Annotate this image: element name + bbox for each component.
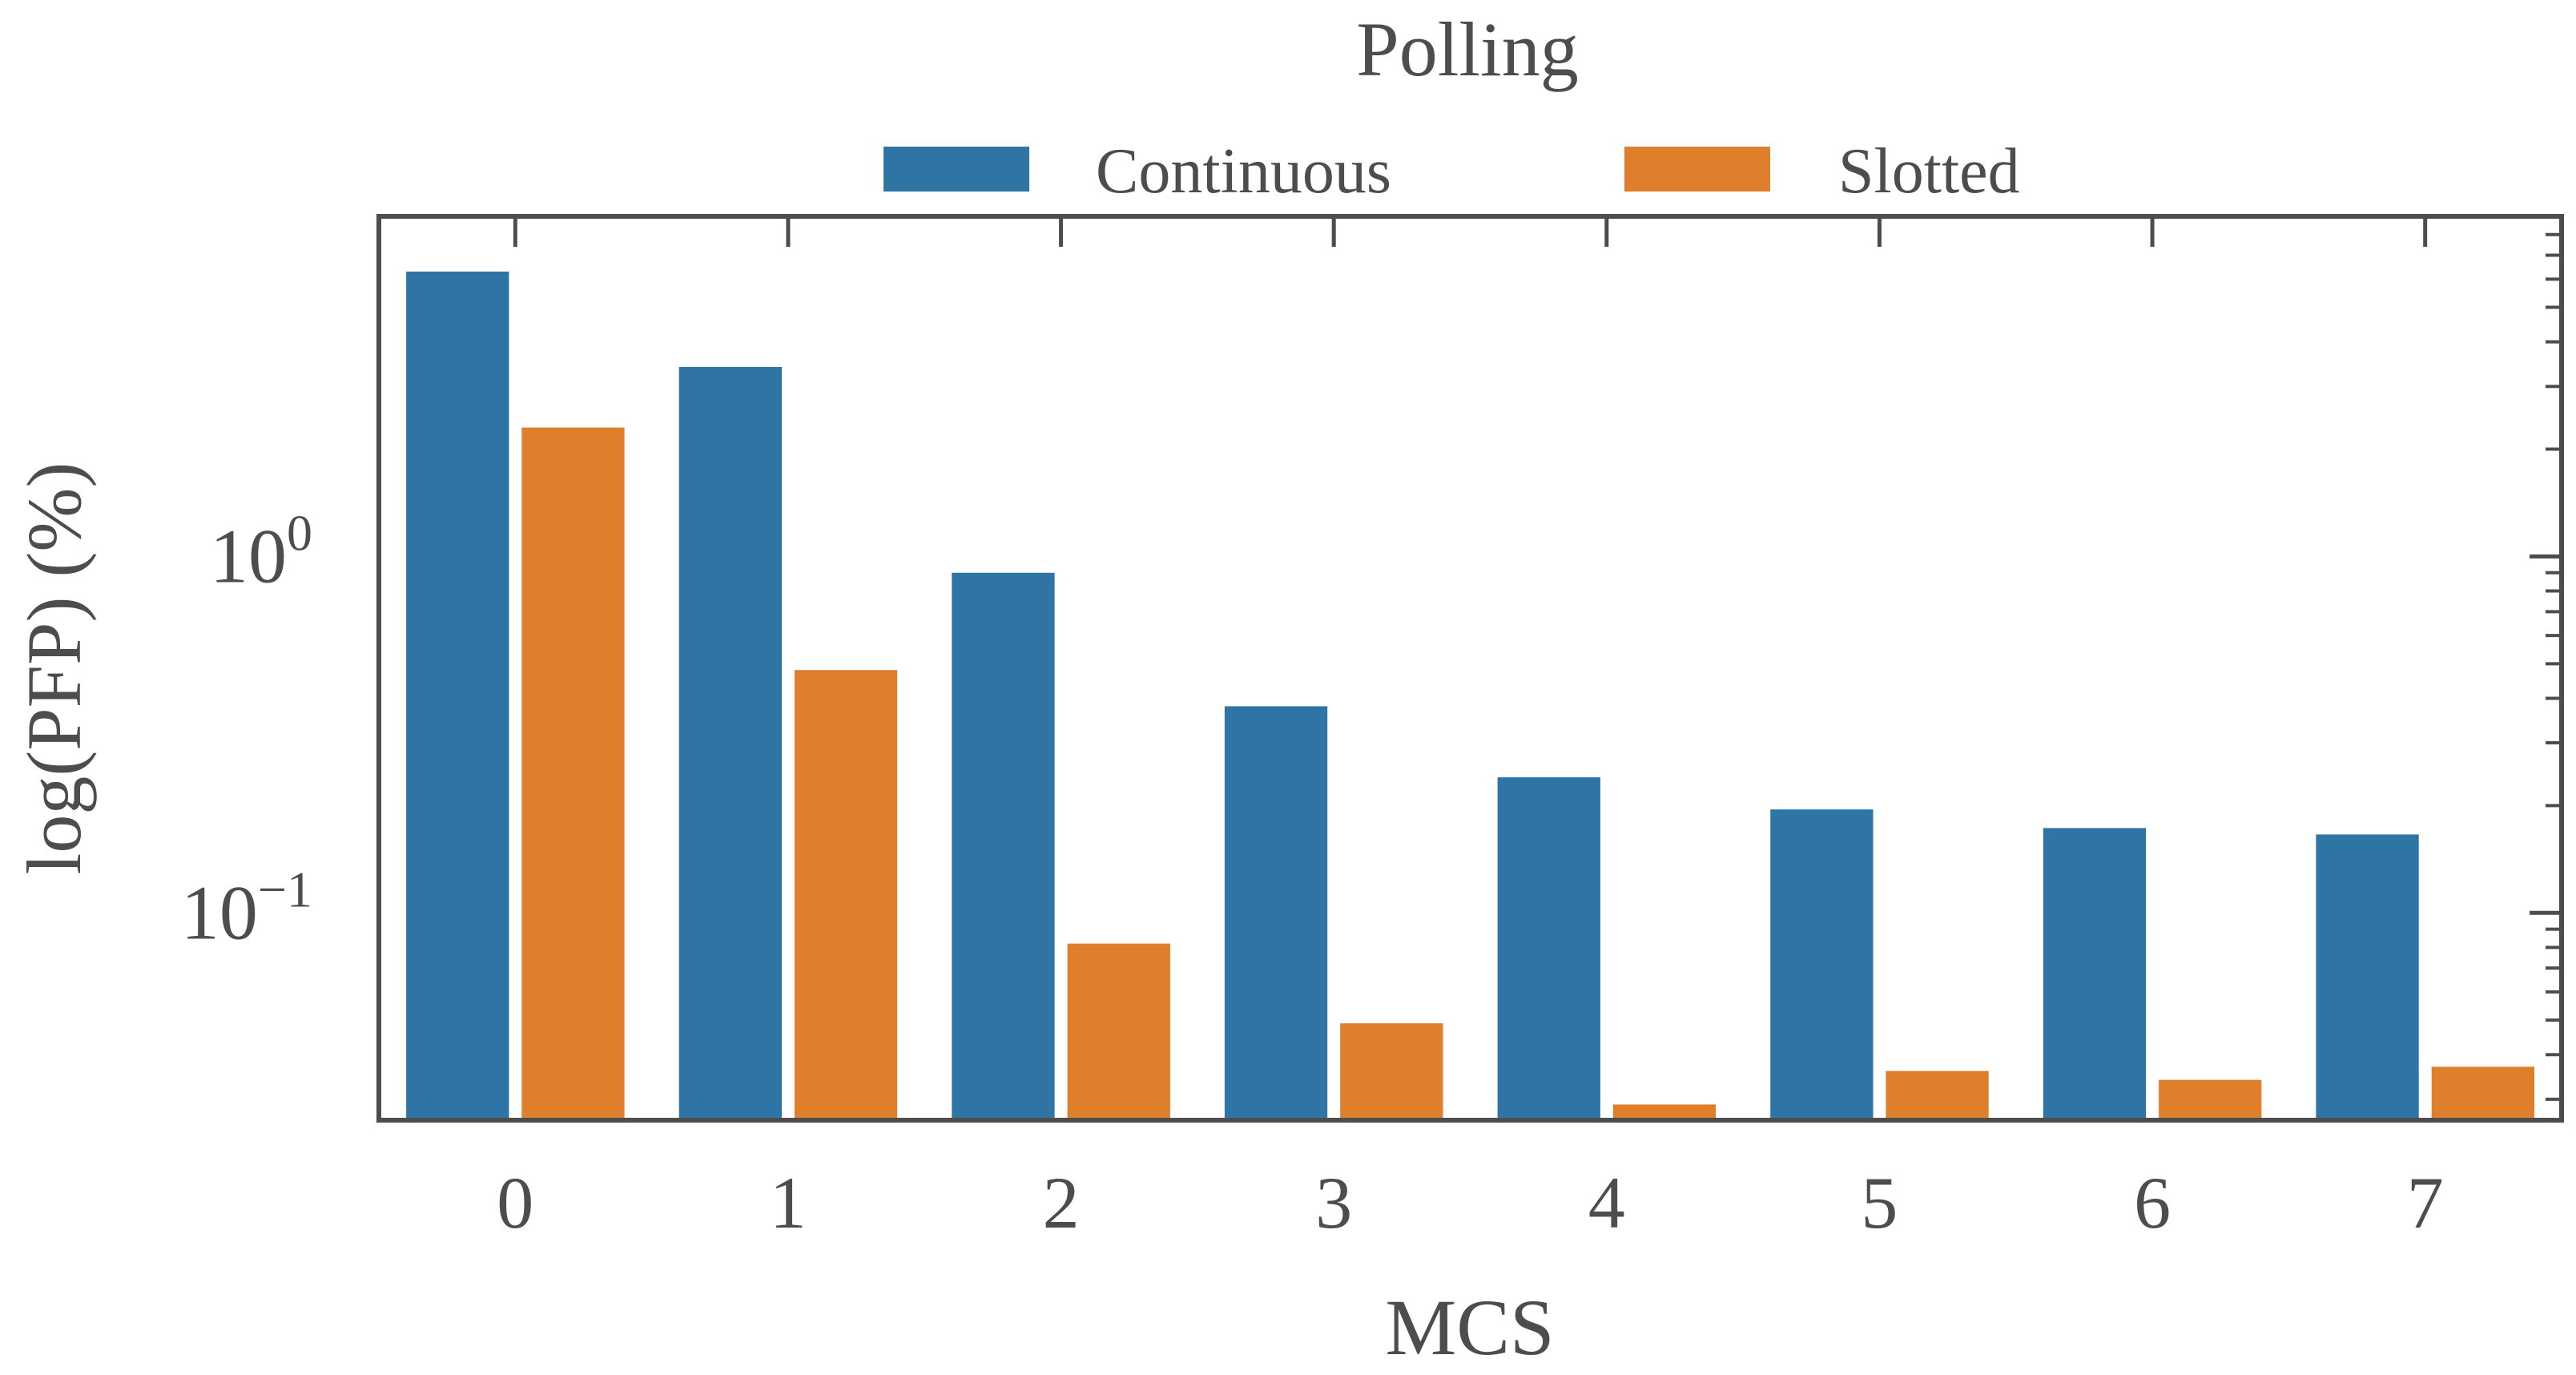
x-tick-label-4: 4 [1588,1162,1625,1244]
x-tick-label-2: 2 [1043,1162,1080,1244]
y-axis-label: log(PFP) (%) [11,462,97,875]
bar-continuous-mcs-2 [952,572,1055,1120]
x-tick-label-3: 3 [1315,1162,1352,1244]
bar-continuous-mcs-5 [1770,809,1874,1120]
bar-continuous-mcs-3 [1224,706,1328,1120]
x-tick-label-1: 1 [770,1162,807,1244]
x-tick-label-5: 5 [1861,1162,1898,1244]
y-tick-label-10-pow-−1: 10−1 [181,861,312,955]
bars-group [406,271,2534,1120]
y-tick-label-10-pow-0: 100 [210,505,312,599]
bar-slotted-mcs-0 [521,427,625,1120]
x-tick-labels: 0 1 2 3 4 5 6 7 [497,1162,2443,1244]
bar-continuous-mcs-6 [2043,828,2147,1120]
legend-label-continuous: Continuous [1096,136,1391,207]
x-axis-label: MCS [1385,1283,1554,1371]
bar-slotted-mcs-6 [2159,1079,2262,1120]
legend-label-slotted: Slotted [1838,136,2020,207]
legend: Continuous Slotted [883,136,2020,207]
ticks-group [513,215,2562,1101]
bar-slotted-mcs-7 [2431,1067,2534,1120]
bar-slotted-mcs-2 [1067,943,1170,1120]
plot-frame [376,214,2564,1123]
bar-slotted-mcs-5 [1886,1071,1989,1120]
x-tick-label-0: 0 [497,1162,533,1244]
y-tick-labels: 100 10−1 [181,505,312,956]
bar-continuous-mcs-7 [2316,834,2419,1120]
bar-slotted-mcs-1 [794,670,898,1120]
bar-continuous-mcs-4 [1497,777,1600,1120]
bar-continuous-mcs-1 [678,367,782,1120]
bar-slotted-mcs-3 [1340,1023,1443,1120]
bar-slotted-mcs-4 [1612,1104,1717,1120]
bar-continuous-mcs-0 [406,271,509,1120]
legend-swatch-continuous [883,147,1029,192]
legend-swatch-slotted [1624,147,1770,192]
x-tick-label-7: 7 [2407,1162,2444,1244]
chart-title: Polling [1356,6,1578,92]
x-tick-label-6: 6 [2134,1162,2171,1244]
